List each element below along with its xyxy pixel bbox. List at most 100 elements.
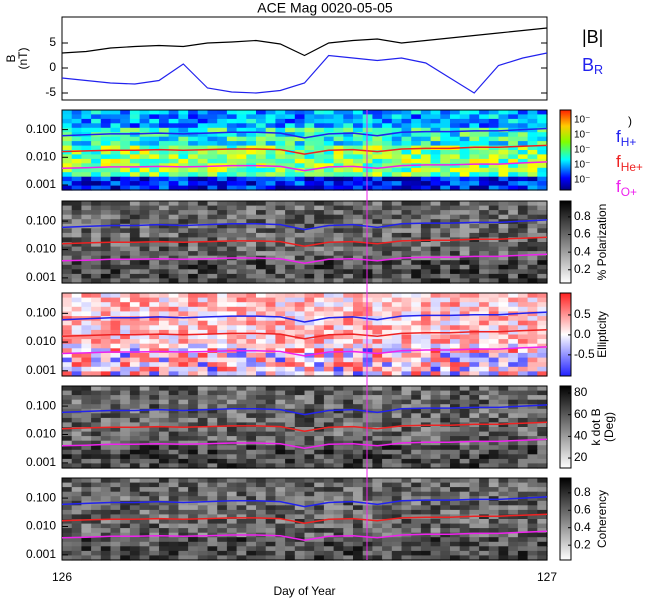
spectrogram-cell	[236, 167, 247, 173]
spectrogram-cell	[459, 260, 470, 266]
spectrogram-cell	[333, 366, 344, 372]
spectrogram-cell	[129, 537, 141, 543]
spectrogram-cell	[110, 246, 121, 252]
spectrogram-cell	[168, 132, 179, 138]
spectrogram-cell	[62, 297, 73, 303]
spectrogram-cell	[285, 320, 296, 326]
spectrogram-cell	[256, 352, 267, 359]
spectrogram-cell	[149, 127, 160, 133]
spectrogram-cell	[420, 550, 432, 557]
spectrogram-cell	[508, 541, 519, 547]
spectrogram-cell	[488, 550, 500, 557]
spectrogram-cell	[294, 325, 306, 331]
spectrogram-cell	[110, 500, 121, 506]
spectrogram-cell	[459, 150, 470, 155]
spectrogram-cell	[314, 297, 325, 303]
spectrogram-cell	[517, 514, 529, 520]
colorbar-tick-label: 0.5	[574, 307, 591, 321]
spectrogram-cell	[323, 528, 335, 534]
spectrogram-cell	[537, 541, 548, 547]
spectrogram-cell	[469, 546, 480, 552]
spectrogram-cell	[91, 509, 102, 516]
colorbar-label: )	[628, 114, 632, 128]
spectrogram-cell	[517, 399, 529, 405]
spectrogram-cell	[420, 172, 432, 178]
spectrogram-cell	[110, 145, 121, 151]
colorbar-tick-label: 40	[574, 429, 588, 443]
spectrogram-cell	[323, 163, 335, 169]
legend-label: fH+	[616, 127, 636, 149]
spectrogram-cell	[391, 132, 403, 138]
spectrogram-cell	[110, 546, 121, 552]
spectrogram-cell	[498, 487, 509, 493]
spectrogram-cell	[479, 505, 490, 511]
spectrogram-cell	[508, 325, 519, 331]
spectrogram-cell	[479, 167, 490, 173]
spectrogram-cell	[285, 496, 296, 502]
spectrogram-cell	[537, 509, 548, 516]
spectrogram-cell	[81, 210, 92, 216]
spectrogram-cell	[81, 395, 92, 401]
spectrogram-cell	[81, 357, 92, 363]
spectrogram-cell	[333, 408, 344, 414]
spectrogram-cell	[382, 546, 393, 552]
spectrogram-cell	[459, 366, 470, 372]
spectrogram-cell	[265, 176, 276, 182]
spectrogram-cell	[217, 150, 228, 155]
spectrogram-cell	[275, 454, 286, 460]
spectrogram-cell	[110, 550, 121, 557]
spectrogram-image	[62, 386, 548, 469]
spectrogram-cell	[440, 185, 451, 191]
spectrogram-cell	[168, 532, 179, 538]
spectrogram-cell	[304, 329, 315, 336]
spectrogram-cell	[517, 505, 529, 511]
spectrogram-cell	[129, 436, 141, 442]
spectrogram-cell	[197, 436, 209, 442]
spectrogram-cell	[343, 237, 354, 243]
spectrogram-cell	[323, 427, 335, 433]
spectrogram-cell	[420, 154, 432, 160]
spectrogram-cell	[401, 339, 412, 345]
spectrogram-cell	[294, 181, 306, 187]
spectrogram-cell	[110, 454, 121, 460]
spectrogram-cell	[314, 185, 325, 191]
spectrogram-cell	[91, 482, 102, 488]
spectrogram-cell	[110, 316, 121, 322]
spectrogram-cell	[149, 496, 160, 502]
spectrogram-cell	[353, 436, 364, 442]
spectrogram-cell	[343, 408, 354, 414]
spectrogram-cell	[323, 514, 335, 520]
spectrogram-cell	[440, 458, 451, 465]
spectrogram-cell	[488, 158, 500, 164]
spectrogram-cell	[479, 390, 490, 396]
spectrogram-cell	[62, 454, 73, 460]
spectrogram-cell	[420, 371, 432, 377]
spectrogram-cell	[323, 219, 335, 225]
spectrogram-cell	[110, 255, 121, 261]
spectrogram-cell	[81, 399, 92, 405]
spectrogram-cell	[91, 555, 102, 561]
spectrogram-cell	[333, 329, 344, 336]
spectrogram-cell	[62, 132, 73, 138]
colorbar-tick-label: 10⁻	[574, 130, 590, 141]
spectrogram-cell	[372, 541, 383, 547]
spectrogram-cell	[498, 431, 509, 437]
spectrogram-cell	[207, 417, 218, 424]
spectrogram-cell	[159, 386, 170, 392]
spectrogram-cell	[178, 110, 189, 115]
spectrogram-cell	[343, 269, 354, 275]
spectrogram-cell	[440, 440, 451, 446]
spectrogram-cell	[372, 505, 383, 511]
spectrogram-cell	[469, 357, 480, 363]
spectrogram-cell	[304, 371, 315, 377]
spectrogram-cell	[265, 334, 276, 340]
spectrogram-cell	[285, 357, 296, 363]
spectrogram-cell	[508, 269, 519, 275]
spectrogram-cell	[498, 445, 509, 451]
spectrogram-cell	[62, 167, 73, 173]
spectrogram-cell	[333, 541, 344, 547]
spectrogram-cell	[217, 246, 228, 252]
spectrogram-cell	[314, 255, 325, 261]
spectrogram-cell	[81, 302, 92, 308]
spectrogram-cell	[256, 390, 267, 396]
